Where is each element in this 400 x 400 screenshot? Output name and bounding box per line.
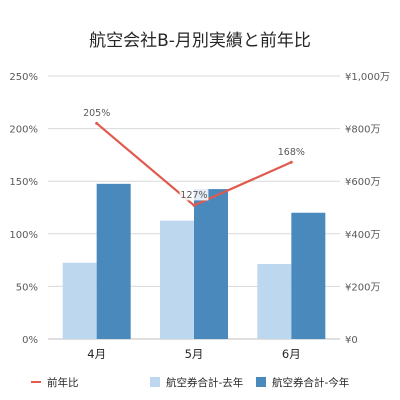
category-label: 5月 [185,347,204,361]
category-label: 4月 [87,347,106,361]
data-label-bg [276,145,306,158]
legend-label: 航空券合計-去年 [166,376,243,389]
bar [291,212,326,339]
line-point [95,121,99,125]
legend-label: 前年比 [47,376,79,389]
category-label: 6月 [282,347,301,361]
right-axis-ticks: ¥0 ¥200万 ¥400万 ¥600万 ¥800万 ¥1,000万 [345,72,390,346]
data-label-bg [179,188,209,201]
bar [96,183,131,339]
left-tick-label: 50% [16,282,38,293]
legend-swatch [256,377,266,387]
left-tick-label: 250% [9,72,38,83]
bar [194,189,228,339]
left-axis-ticks: 0% 50% 100% 150% 200% 250% [9,72,38,346]
left-tick-label: 100% [9,230,38,241]
right-tick-label: ¥0 [345,335,358,346]
data-label: 168% [278,147,305,158]
legend: 前年比 航空券合計-去年 航空券合計-今年 [31,376,349,389]
chart-title: 航空会社B-月別実績と前年比 [89,31,311,51]
left-tick-label: 150% [9,177,38,188]
right-tick-label: ¥200万 [345,282,380,293]
line-series: 205% 127% 168% [82,106,306,207]
right-tick-label: ¥400万 [345,230,380,241]
right-tick-label: ¥800万 [345,125,380,136]
right-tick-label: ¥1,000万 [345,72,390,83]
bar [257,264,292,339]
bar-series [62,183,326,339]
data-label: 127% [180,190,207,201]
legend-label: 航空券合計-今年 [272,376,349,389]
left-tick-label: 200% [9,125,38,136]
right-tick-label: ¥600万 [345,177,380,188]
line-point [289,160,293,164]
category-labels: 4月 5月 6月 [87,347,300,361]
line-point [192,203,196,207]
bar [62,262,97,339]
data-label-bg [82,106,112,119]
legend-swatch [150,377,160,387]
data-label: 205% [83,108,110,119]
bar [160,220,194,339]
left-tick-label: 0% [22,335,38,346]
